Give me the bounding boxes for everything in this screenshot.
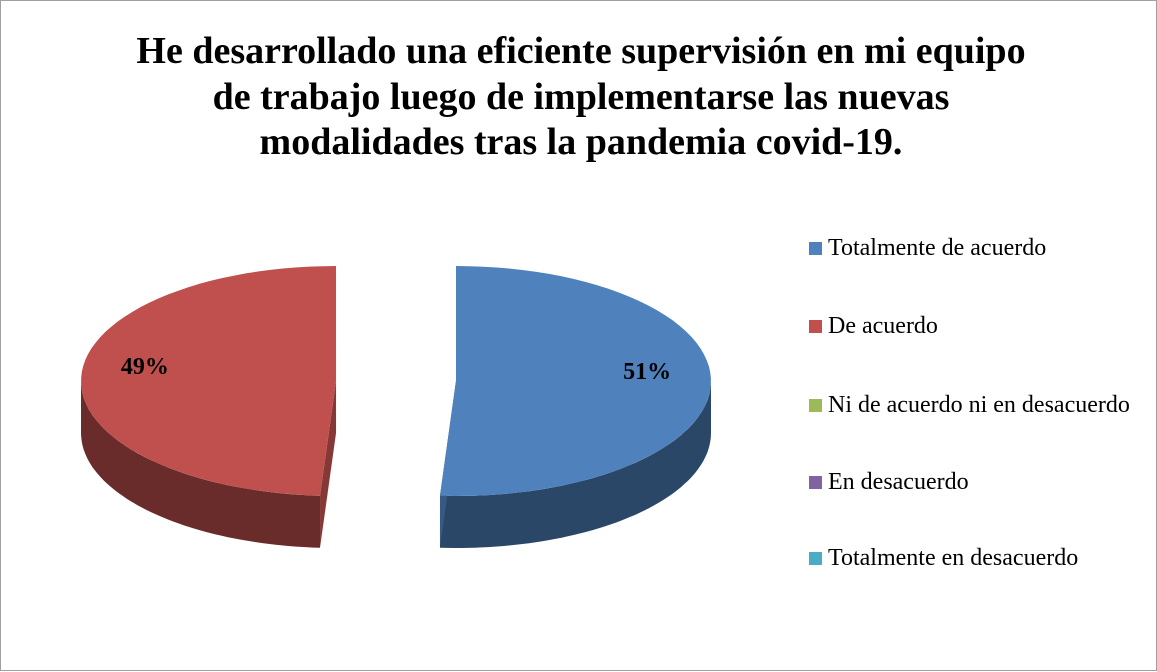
data-label: 51% bbox=[623, 359, 671, 385]
slice-side bbox=[81, 381, 320, 548]
slice bbox=[440, 266, 711, 496]
legend-entry: Ni de acuerdo ni en desacuerdo bbox=[809, 391, 1149, 420]
legend-swatch bbox=[809, 552, 822, 565]
data-label: 49% bbox=[121, 354, 169, 380]
slice bbox=[81, 266, 337, 496]
legend-label: De acuerdo bbox=[828, 313, 938, 339]
legend-label: En desacuerdo bbox=[828, 469, 969, 495]
legend-swatch bbox=[809, 476, 822, 489]
legend-label: Ni de acuerdo ni en desacuerdo bbox=[828, 392, 1130, 418]
chart-title: He desarrollado una eficiente supervisió… bbox=[136, 30, 1026, 164]
legend-swatch bbox=[809, 320, 822, 333]
legend-entry: De acuerdo bbox=[809, 312, 1149, 341]
legend-entry: En desacuerdo bbox=[809, 468, 1149, 497]
slice-side bbox=[440, 381, 711, 548]
legend-label: Totalmente de acuerdo bbox=[828, 235, 1047, 261]
legend-entry: Totalmente en desacuerdo bbox=[809, 544, 1149, 573]
legend-swatch bbox=[809, 242, 822, 255]
legend-swatch bbox=[809, 399, 822, 412]
legend-label: Totalmente en desacuerdo bbox=[828, 545, 1079, 571]
legend-entry: Totalmente de acuerdo bbox=[809, 234, 1149, 263]
slice-cut bbox=[320, 381, 337, 548]
